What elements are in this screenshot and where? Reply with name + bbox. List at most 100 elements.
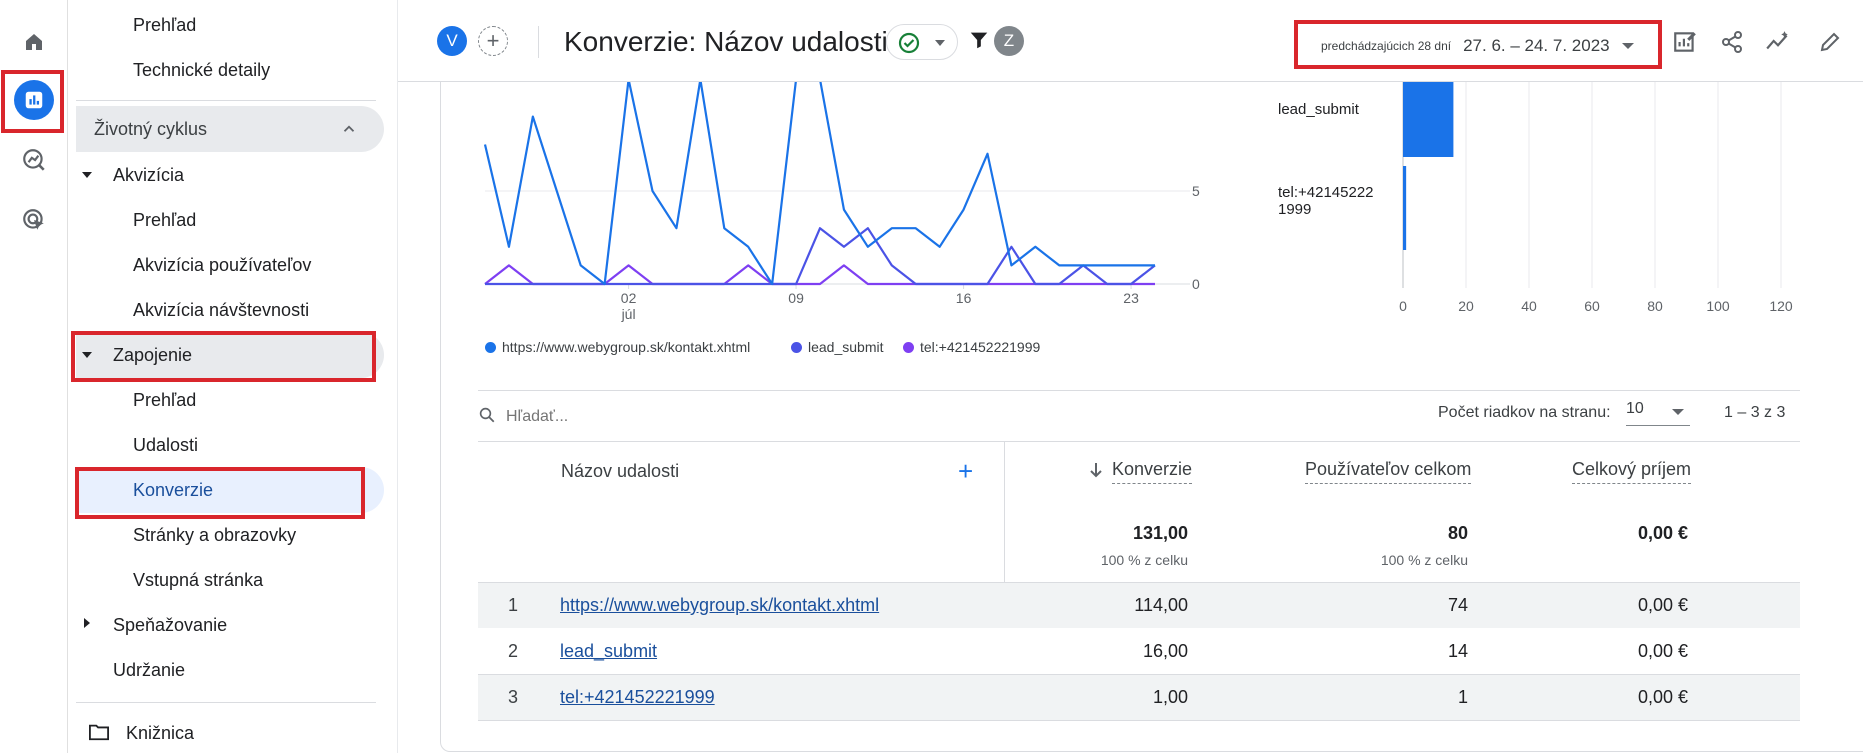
legend-item-3[interactable]: tel:+421452221999 bbox=[903, 339, 1040, 355]
table-row[interactable] bbox=[478, 628, 1800, 674]
col-event-name[interactable]: Názov udalosti bbox=[561, 461, 680, 481]
nav-conversions[interactable]: Konverzie bbox=[133, 480, 214, 500]
legend-label: tel:+421452221999 bbox=[920, 339, 1041, 355]
data-quality-button[interactable] bbox=[886, 24, 958, 60]
row-revenue: 0,00 € bbox=[1637, 595, 1688, 615]
nav-tech-details[interactable]: Technické detaily bbox=[133, 60, 271, 80]
total-conversions: 131,00 bbox=[1132, 523, 1188, 543]
caret-down-icon[interactable] bbox=[82, 352, 92, 358]
bar-x-tick-label: 0 bbox=[1399, 298, 1407, 314]
report-navigation: Prehľad Technické detaily Životný cyklus… bbox=[68, 0, 398, 753]
table-row[interactable] bbox=[478, 674, 1800, 720]
add-comparison-button[interactable]: + bbox=[478, 26, 508, 56]
nav-monetization[interactable]: Speňažovanie bbox=[113, 615, 228, 635]
col-conversions[interactable]: Konverzie bbox=[1112, 459, 1193, 484]
nav-acq-overview[interactable]: Prehľad bbox=[133, 210, 197, 230]
nav-retention[interactable]: Udržanie bbox=[113, 660, 186, 680]
nav-pages-screens[interactable]: Stránky a obrazovky bbox=[133, 525, 297, 545]
row-conversions: 1,00 bbox=[1152, 687, 1188, 707]
comparison-avatar-v[interactable]: V bbox=[437, 26, 467, 56]
caret-down-icon[interactable] bbox=[82, 172, 92, 178]
legend-item-1[interactable]: https://www.webygroup.sk/kontakt.xhtml bbox=[485, 339, 750, 355]
col-total-users[interactable]: Používateľov celkom bbox=[1305, 459, 1472, 484]
caret-right-icon[interactable] bbox=[84, 618, 90, 628]
check-circle-icon bbox=[897, 31, 921, 60]
home-icon[interactable] bbox=[14, 22, 54, 62]
row-conversions: 114,00 bbox=[1134, 595, 1188, 615]
rows-per-page-select[interactable]: 10 bbox=[1626, 400, 1690, 426]
series-line bbox=[483, 78, 1155, 286]
date-range-picker[interactable]: predchádzajúcich 28 dní 27. 6. – 24. 7. … bbox=[1303, 26, 1653, 66]
bar bbox=[1403, 166, 1407, 250]
table-row[interactable] bbox=[478, 582, 1800, 628]
nav-eng-overview[interactable]: Prehľad bbox=[133, 390, 197, 410]
bar-x-tick-label: 40 bbox=[1521, 298, 1537, 314]
filter-icon[interactable] bbox=[968, 29, 990, 56]
rows-per-page-label: Počet riadkov na stranu: bbox=[1438, 404, 1611, 421]
bar-category-label: 1999 bbox=[1278, 201, 1311, 218]
row-divider bbox=[478, 720, 1800, 721]
y-tick-label: 0 bbox=[1192, 276, 1200, 292]
caret-down-icon bbox=[1672, 409, 1684, 415]
nav-events[interactable]: Udalosti bbox=[133, 435, 199, 455]
nav-engagement-bg[interactable] bbox=[76, 332, 384, 378]
nav-user-acquisition[interactable]: Akvizícia používateľov bbox=[133, 255, 312, 275]
search-input[interactable] bbox=[506, 408, 806, 426]
chevron-up-icon[interactable] bbox=[340, 120, 358, 143]
header-divider bbox=[538, 26, 539, 58]
nav-section-lifecycle-bg[interactable] bbox=[76, 106, 384, 152]
legend-dot bbox=[791, 341, 802, 353]
row-event-link[interactable]: https://www.webygroup.sk/kontakt.xhtml bbox=[560, 595, 880, 615]
bar-category-label: tel:+42145222 bbox=[1278, 184, 1374, 201]
page-title: Konverzie: Názov udalosti bbox=[564, 26, 888, 57]
row-users: 74 bbox=[1447, 595, 1468, 615]
nav-overview-top[interactable]: Prehľad bbox=[133, 15, 197, 35]
row-event-link[interactable]: lead_submit bbox=[560, 641, 658, 661]
report-header: V + Konverzie: Názov udalosti Z predchád… bbox=[398, 0, 1863, 82]
x-tick-label: 09 bbox=[788, 290, 804, 306]
share-icon[interactable] bbox=[1716, 26, 1748, 58]
bar-x-tick-label: 60 bbox=[1584, 298, 1600, 314]
bar bbox=[1403, 82, 1454, 157]
row-revenue: 0,00 € bbox=[1637, 687, 1688, 707]
x-tick-sublabel: júl bbox=[621, 306, 636, 322]
column-divider bbox=[1004, 442, 1005, 720]
arrow-down-icon[interactable] bbox=[1088, 461, 1104, 484]
col-total-revenue[interactable]: Celkový príjem bbox=[1572, 459, 1692, 484]
edit-icon[interactable] bbox=[1814, 26, 1846, 58]
row-conversions: 16,00 bbox=[1142, 641, 1188, 661]
row-event-link[interactable]: tel:+421452221999 bbox=[560, 687, 715, 707]
date-range-value: 27. 6. – 24. 7. 2023 bbox=[1463, 36, 1610, 55]
nav-conversions-bg[interactable] bbox=[76, 467, 384, 513]
nav-library[interactable]: Knižnica bbox=[126, 723, 195, 743]
explore-icon[interactable] bbox=[14, 140, 54, 180]
bar-x-tick-label: 80 bbox=[1647, 298, 1663, 314]
advertising-icon[interactable] bbox=[14, 200, 54, 240]
total-conversions-pct: 100 % z celku bbox=[1100, 552, 1188, 568]
caret-down-icon bbox=[935, 40, 945, 46]
pagination-info: 1 – 3 z 3 bbox=[1724, 404, 1786, 421]
customize-report-icon[interactable] bbox=[1669, 26, 1701, 58]
table-search bbox=[478, 395, 1800, 439]
total-revenue: 0,00 € bbox=[1637, 523, 1688, 543]
add-dimension-icon[interactable]: + bbox=[958, 456, 974, 486]
legend-item-2[interactable]: lead_submit bbox=[791, 339, 884, 355]
nav-divider bbox=[76, 100, 376, 101]
filter-avatar-z[interactable]: Z bbox=[994, 26, 1024, 56]
nav-divider bbox=[76, 702, 376, 703]
nav-acquisition[interactable]: Akvizícia bbox=[113, 165, 185, 185]
legend-dot bbox=[903, 341, 914, 353]
y-tick-label: 5 bbox=[1192, 183, 1200, 199]
reports-icon[interactable] bbox=[14, 80, 54, 120]
rows-per-page-value: 10 bbox=[1626, 400, 1644, 417]
nav-traffic-acquisition[interactable]: Akvizícia návštevnosti bbox=[133, 300, 310, 320]
x-tick-label: 23 bbox=[1123, 290, 1139, 306]
nav-section-lifecycle[interactable]: Životný cyklus bbox=[94, 119, 208, 139]
legend-dot bbox=[485, 341, 496, 353]
nav-engagement[interactable]: Zapojenie bbox=[113, 345, 193, 365]
nav-landing-page[interactable]: Vstupná stránka bbox=[133, 570, 264, 590]
insights-icon[interactable] bbox=[1762, 26, 1794, 58]
row-users: 1 bbox=[1457, 687, 1468, 707]
legend-label: lead_submit bbox=[808, 339, 884, 355]
